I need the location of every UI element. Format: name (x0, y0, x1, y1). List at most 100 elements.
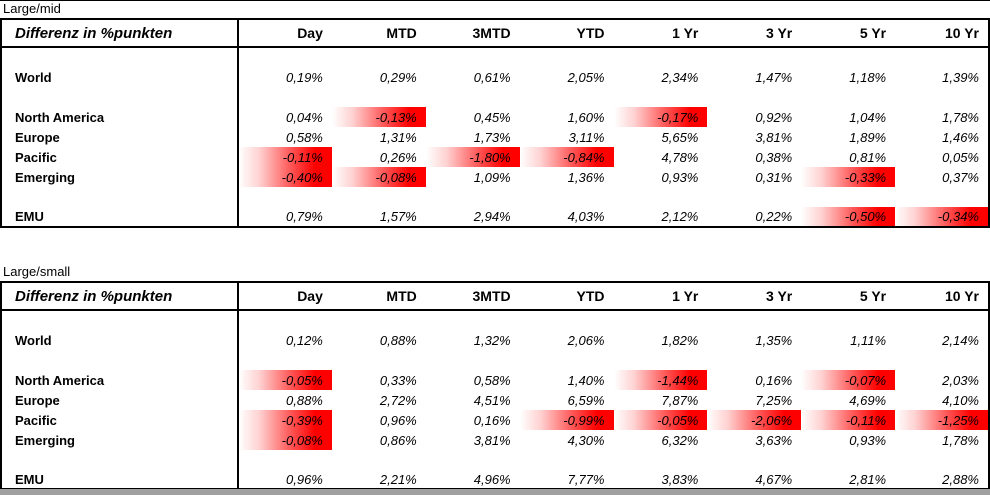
value-cell[interactable] (238, 187, 332, 207)
column-header[interactable]: YTD (519, 282, 614, 311)
column-header[interactable]: MTD (331, 282, 426, 311)
value-cell[interactable] (426, 350, 520, 370)
value-cell[interactable]: 1,09% (473, 169, 511, 185)
value-cell[interactable]: 0,29% (379, 69, 417, 85)
value-cell[interactable] (332, 310, 426, 330)
value-cell[interactable]: 1,18% (849, 69, 887, 85)
value-cell[interactable] (332, 47, 426, 67)
value-cell[interactable]: 1,04% (849, 109, 887, 125)
value-cell[interactable] (238, 350, 332, 370)
column-header[interactable]: 10 Yr (895, 19, 989, 48)
value-cell[interactable]: 1,82% (661, 332, 699, 348)
value-cell[interactable]: 2,14% (942, 332, 979, 348)
column-header[interactable]: MTD (331, 19, 426, 48)
value-cell[interactable]: -0,11% (238, 147, 332, 167)
value-cell[interactable] (801, 310, 895, 330)
row-label[interactable]: Pacific (1, 410, 239, 430)
value-cell[interactable] (614, 350, 708, 370)
row-label[interactable]: Europe (1, 390, 239, 410)
value-cell[interactable]: 3,11% (568, 129, 605, 145)
value-cell[interactable]: 1,35% (755, 332, 793, 348)
value-cell[interactable] (801, 87, 895, 107)
value-cell[interactable]: -0,08% (331, 167, 426, 187)
value-cell[interactable]: 0,16% (473, 412, 511, 428)
value-cell[interactable]: 6,32% (661, 432, 699, 448)
value-cell[interactable]: 0,93% (661, 169, 699, 185)
value-cell[interactable]: 3,83% (661, 472, 699, 487)
value-cell[interactable] (707, 450, 801, 470)
value-cell[interactable]: -0,05% (613, 410, 708, 430)
value-cell[interactable] (801, 187, 895, 207)
column-header[interactable]: 10 Yr (895, 282, 989, 311)
value-cell[interactable]: -0,84% (519, 147, 614, 167)
value-cell[interactable]: 7,87% (661, 392, 699, 408)
column-header[interactable]: YTD (519, 19, 614, 48)
column-header[interactable]: 3 Yr (707, 282, 802, 311)
value-cell[interactable] (238, 310, 332, 330)
value-cell[interactable]: 0,26% (379, 149, 417, 165)
value-cell[interactable]: 4,69% (849, 392, 887, 408)
value-cell[interactable] (614, 450, 708, 470)
value-cell[interactable] (707, 187, 801, 207)
value-cell[interactable]: -0,40% (238, 167, 332, 187)
value-cell[interactable]: -0,39% (238, 410, 332, 430)
value-cell[interactable]: 1,60% (567, 109, 605, 125)
value-cell[interactable]: -0,08% (238, 430, 332, 450)
value-cell[interactable]: 1,36% (567, 169, 605, 185)
value-cell[interactable] (614, 310, 708, 330)
value-cell[interactable] (614, 47, 708, 67)
row-label[interactable]: World (1, 330, 239, 350)
value-cell[interactable] (707, 310, 801, 330)
value-cell[interactable]: 0,58% (473, 372, 511, 388)
value-cell[interactable]: 1,57% (379, 209, 417, 224)
value-cell[interactable]: 2,21% (379, 472, 417, 487)
value-cell[interactable]: 1,39% (942, 69, 979, 85)
value-cell[interactable]: -1,44% (613, 370, 708, 390)
value-cell[interactable]: 2,81% (849, 472, 887, 487)
value-cell[interactable] (426, 87, 520, 107)
column-header[interactable]: Day (238, 282, 332, 311)
column-header[interactable]: Day (238, 19, 332, 48)
column-header[interactable]: 5 Yr (801, 282, 896, 311)
value-cell[interactable]: 1,47% (755, 69, 793, 85)
value-cell[interactable]: -0,33% (801, 167, 896, 187)
value-cell[interactable]: 0,16% (755, 372, 793, 388)
value-cell[interactable]: 5,65% (661, 129, 699, 145)
row-label[interactable]: Europe (1, 127, 239, 147)
value-cell[interactable]: 1,11% (850, 332, 887, 348)
value-cell[interactable]: 0,58% (286, 129, 323, 145)
value-cell[interactable] (614, 187, 708, 207)
value-cell[interactable]: 1,78% (942, 432, 979, 448)
value-cell[interactable]: 4,67% (755, 472, 793, 487)
row-label[interactable]: EMU (1, 207, 239, 227)
value-cell[interactable]: -0,13% (331, 107, 426, 127)
value-cell[interactable]: 2,06% (567, 332, 605, 348)
value-cell[interactable] (332, 87, 426, 107)
value-cell[interactable]: 2,34% (661, 69, 699, 85)
value-cell[interactable]: 4,51% (473, 392, 511, 408)
value-cell[interactable]: -2,06% (707, 410, 802, 430)
value-cell[interactable] (238, 87, 332, 107)
value-cell[interactable] (332, 450, 426, 470)
value-cell[interactable]: 1,73% (473, 129, 511, 145)
row-label[interactable]: North America (1, 370, 239, 390)
value-cell[interactable]: 1,32% (473, 332, 511, 348)
value-cell[interactable]: -0,50% (801, 207, 896, 227)
value-cell[interactable]: 0,37% (942, 169, 979, 185)
value-cell[interactable] (426, 310, 520, 330)
column-header[interactable]: 3 Yr (707, 19, 802, 48)
value-cell[interactable]: 0,33% (379, 372, 417, 388)
row-label[interactable]: Emerging (1, 167, 239, 187)
value-cell[interactable] (895, 350, 989, 370)
value-cell[interactable]: 3,81% (755, 129, 793, 145)
value-cell[interactable]: 4,03% (567, 209, 605, 224)
value-cell[interactable]: 2,12% (661, 209, 699, 224)
value-cell[interactable]: 4,96% (473, 472, 511, 487)
value-cell[interactable]: 0,79% (286, 209, 323, 224)
value-cell[interactable]: 2,72% (379, 392, 417, 408)
value-cell[interactable]: 0,22% (755, 209, 793, 224)
value-cell[interactable]: 1,31% (379, 129, 417, 145)
value-cell[interactable] (332, 350, 426, 370)
value-cell[interactable] (520, 47, 614, 67)
value-cell[interactable]: 0,19% (286, 69, 323, 85)
